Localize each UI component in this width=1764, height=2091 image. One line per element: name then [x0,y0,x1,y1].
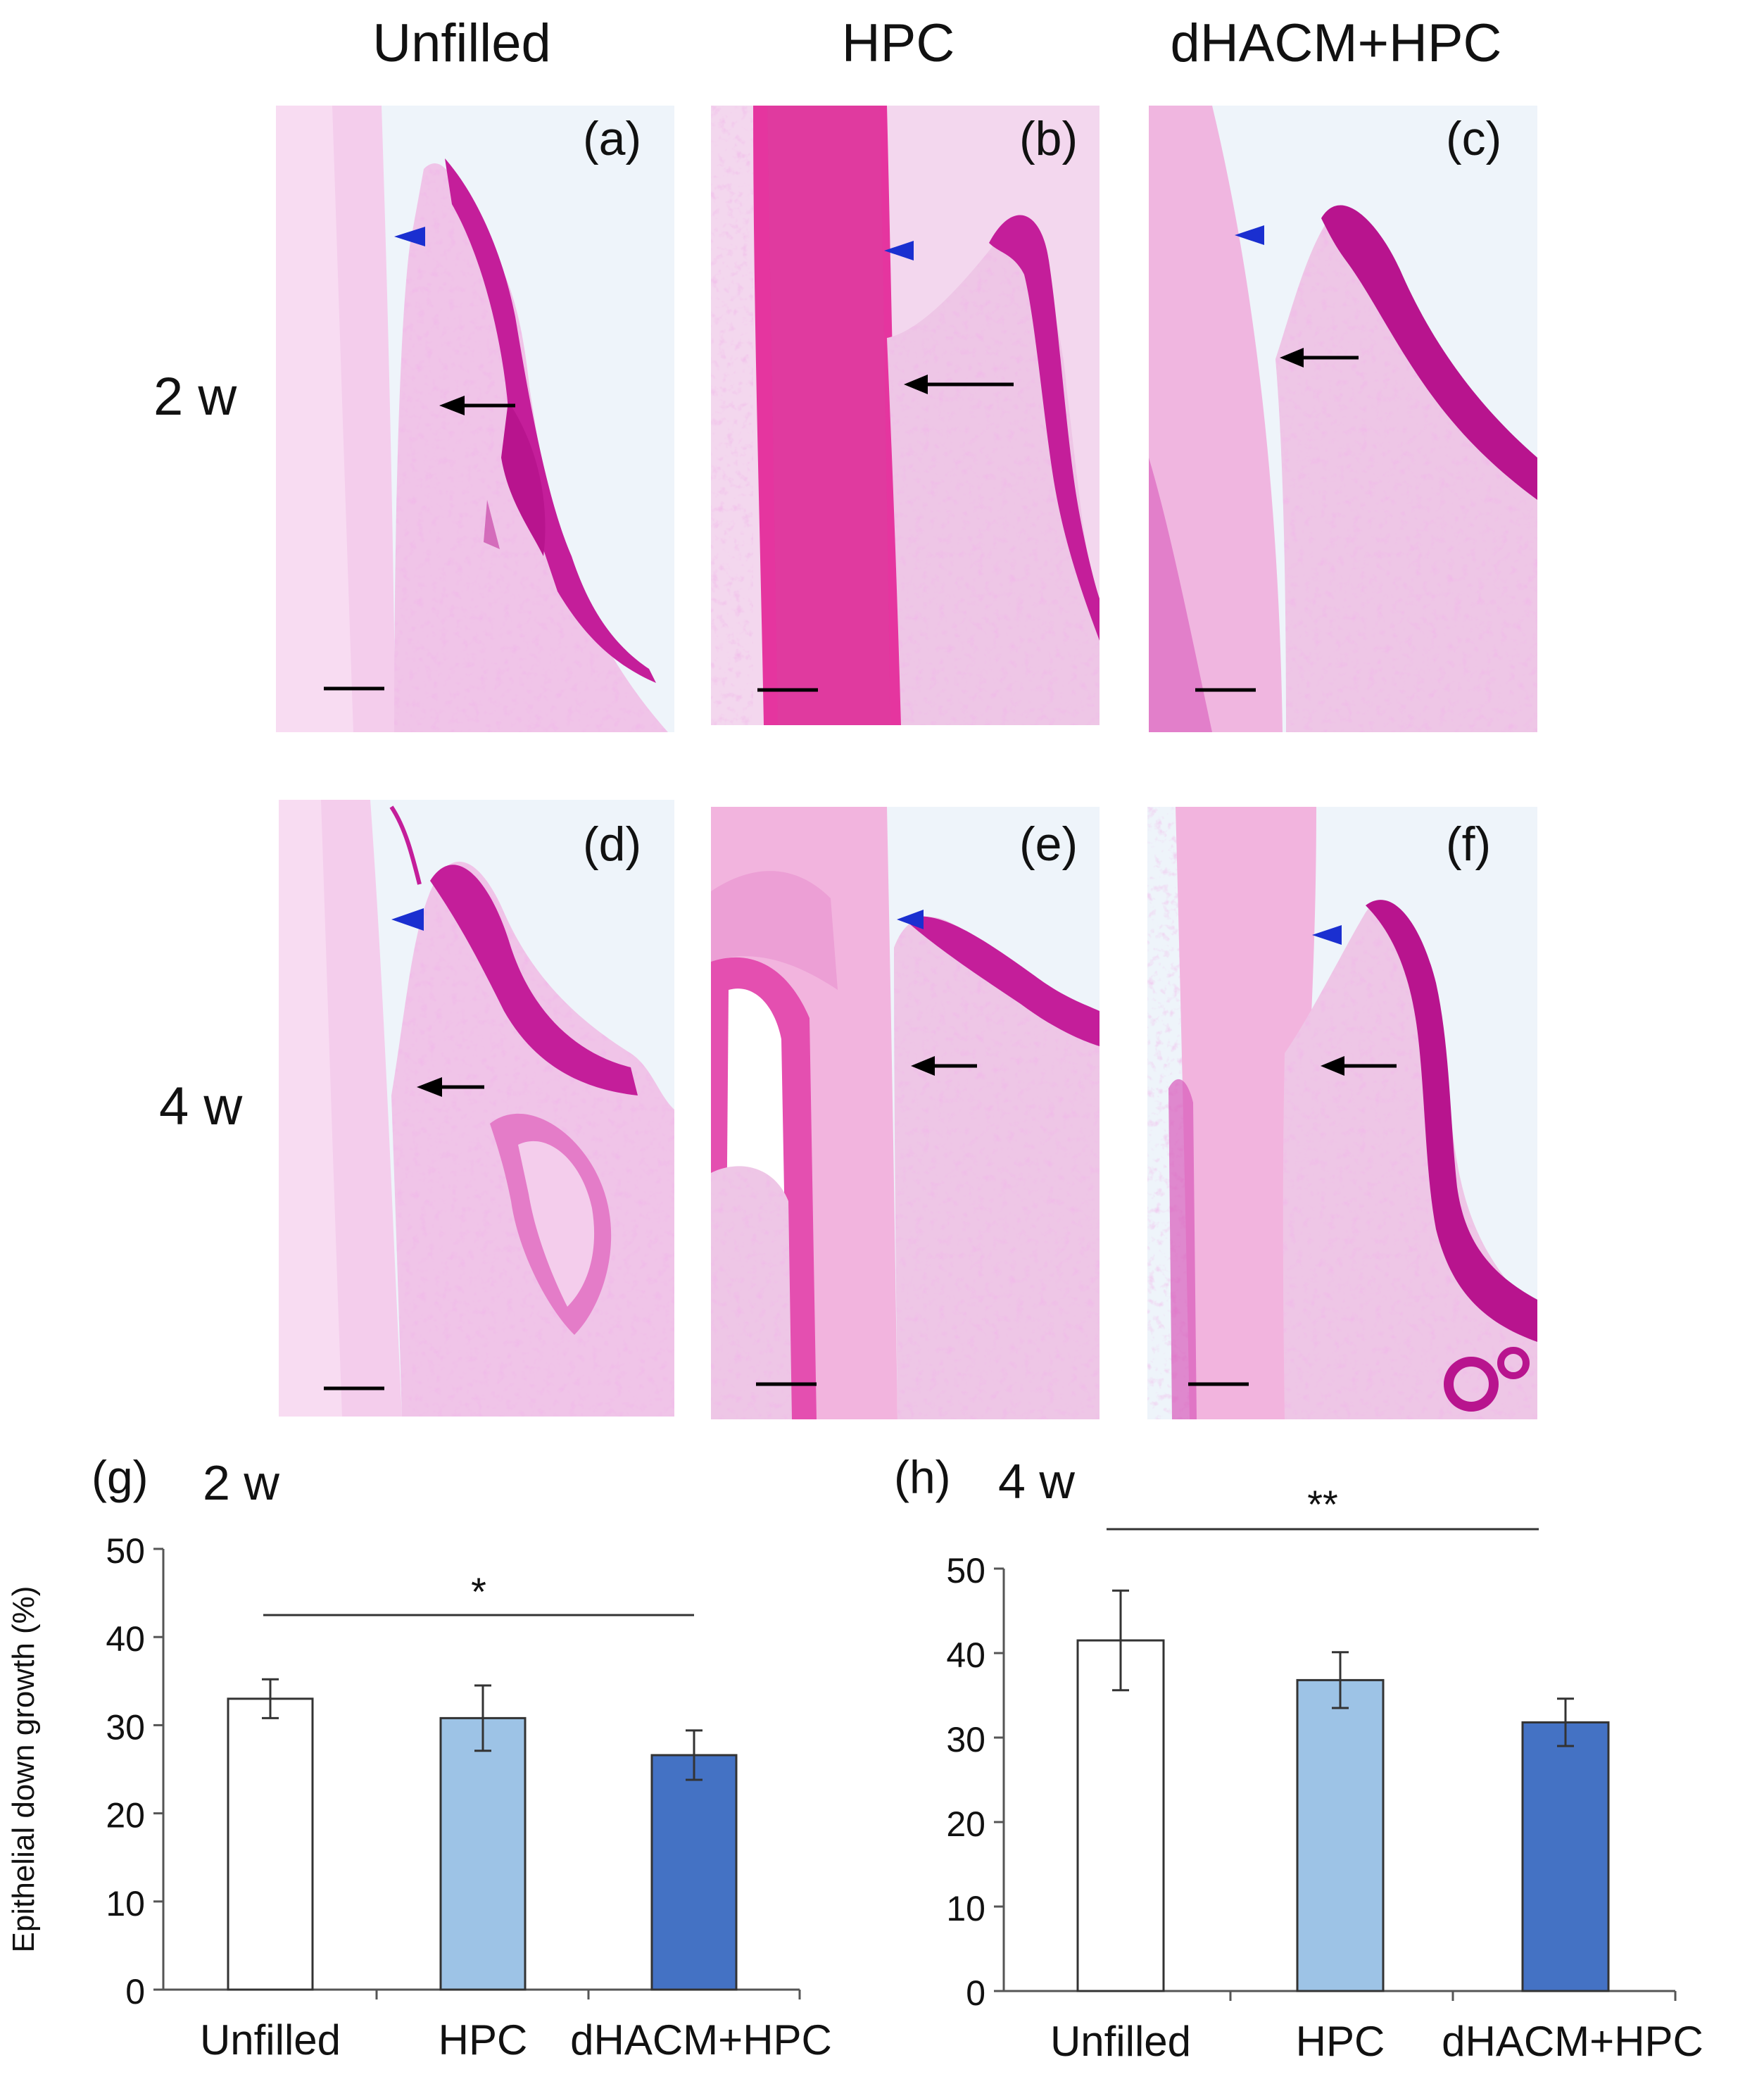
bar-chart-g-svg: 0 10 20 30 40 50 Unfilled HPC dHACM+HPC * Epitheli… [6,1531,832,2064]
y-tick-label: 10 [106,1884,145,1923]
bar-chart-h-svg: 0 10 20 30 40 50 Unfilled HPC dHACM+HPC ** [946,1482,1703,2065]
bar [1296,1678,1385,1992]
category-label: Unfilled [200,2016,341,2064]
row-heading-4w: 4 w [159,1076,243,1136]
row-heading-2w: 2 w [153,367,237,427]
panel-label-c: (c) [1446,112,1502,165]
micrograph-annotations [324,225,1397,1390]
y-tick-label: 20 [106,1796,145,1835]
chart-title-h: 4 w [998,1454,1075,1509]
bar [1521,1721,1610,1992]
histology-panel-a [276,106,674,732]
column-heading-hpc: HPC [841,13,955,73]
blue-arrowhead-icon [1312,925,1342,945]
histology-panel-f [1147,807,1537,1419]
panel-label-d: (d) [583,817,642,871]
category-label: dHACM+HPC [570,2016,832,2064]
y-tick-label: 40 [106,1619,145,1659]
category-label: HPC [1296,2018,1385,2065]
black-arrow-icon [911,1056,977,1076]
column-heading-unfilled: Unfilled [372,13,551,73]
histology-panel-d [279,800,674,1417]
chart-label-g: (g) [92,1451,149,1503]
y-tick-label: 40 [946,1635,985,1675]
blue-arrowhead-icon [394,227,425,246]
black-arrow-icon [417,1077,484,1097]
chart-title-g: 2 w [203,1455,279,1510]
panel-label-b: (b) [1019,112,1078,165]
category-label: dHACM+HPC [1442,2018,1703,2065]
y-tick-label: 50 [106,1531,145,1571]
bar [1076,1639,1165,1992]
category-label: HPC [439,2016,528,2064]
black-arrow-icon [439,396,515,415]
panel-label-f: (f) [1446,817,1492,871]
panel-label-a: (a) [583,112,642,165]
y-tick-label: 30 [946,1720,985,1759]
bar-chart-g: 0 10 20 30 40 50 Unfilled HPC dHACM+HPC * Epitheli… [0,1514,887,2087]
black-arrow-icon [1321,1056,1397,1076]
blue-arrowhead-icon [1235,225,1264,245]
black-arrow-icon [904,375,1014,394]
blue-arrowhead-icon [884,241,914,260]
y-tick-label: 50 [946,1551,985,1590]
column-heading-dhacm-hpc: dHACM+HPC [1170,13,1502,73]
y-tick-label: 30 [106,1707,145,1747]
y-axis-label: Epithelial down growth (%) [6,1586,41,1953]
blue-arrowhead-icon [391,908,424,931]
significance-label: * [471,1569,486,1614]
chart-label-h: (h) [894,1451,951,1503]
y-tick-label: 0 [125,1972,145,2011]
bar-chart-h: 0 10 20 30 40 50 Unfilled HPC dHACM+HPC ** [887,1482,1764,2087]
histology-panel-e [711,807,1100,1419]
bar [227,1697,314,1991]
y-tick-label: 10 [946,1889,985,1928]
y-tick-label: 20 [946,1804,985,1844]
category-label: Unfilled [1050,2018,1191,2065]
panel-label-e: (e) [1019,817,1078,871]
bar [439,1716,527,1991]
significance-label: ** [1307,1482,1338,1526]
blue-arrowhead-icon [897,910,924,929]
histology-panel-b [711,106,1100,725]
y-tick-label: 0 [966,1973,985,2013]
bar [650,1754,738,1991]
black-arrow-icon [1280,348,1359,368]
histology-panel-c [1149,106,1537,732]
